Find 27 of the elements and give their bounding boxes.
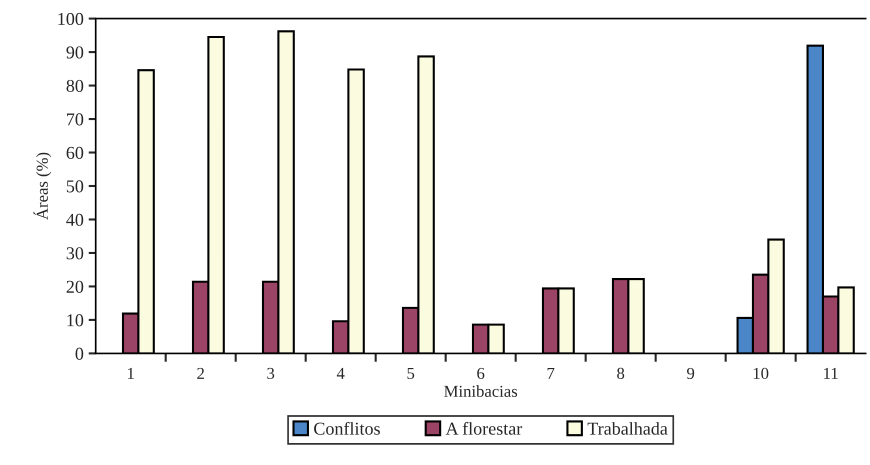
y-tick-label: 20: [66, 280, 84, 293]
y-tick-label: 70: [67, 113, 84, 126]
x-tick-label: 8: [617, 368, 624, 380]
y-tick-label: 30: [66, 247, 84, 260]
x-tick-label: 3: [267, 368, 274, 380]
x-tick-label: 4: [336, 368, 345, 379]
y-tick-label: 40: [66, 214, 84, 226]
y-tick-label: 50: [66, 180, 84, 192]
y-tick-label: 60: [66, 146, 84, 159]
legend-label: A florestar: [446, 422, 522, 435]
y-tick-label: 90: [66, 46, 84, 59]
x-axis-title: Minibacias: [444, 385, 518, 397]
legend-label: Conflitos: [314, 422, 380, 435]
y-tick-label: 100: [58, 12, 84, 26]
x-tick-label: 7: [548, 368, 554, 379]
x-tick-label: 6: [477, 368, 484, 380]
legend-label: Trabalhada: [588, 422, 668, 435]
x-tick-label: 9: [687, 368, 694, 380]
x-tick-label: 5: [407, 368, 414, 380]
x-tick-label: 2: [197, 368, 204, 379]
y-axis-title: Áreas (%): [33, 152, 52, 220]
x-tick-label: 11: [824, 368, 838, 379]
x-tick-label: 1: [128, 368, 134, 379]
y-tick-label: 0: [76, 348, 84, 360]
x-tick-label: 10: [754, 368, 768, 380]
y-tick-label: 80: [66, 80, 84, 92]
y-tick-label: 10: [67, 314, 84, 326]
